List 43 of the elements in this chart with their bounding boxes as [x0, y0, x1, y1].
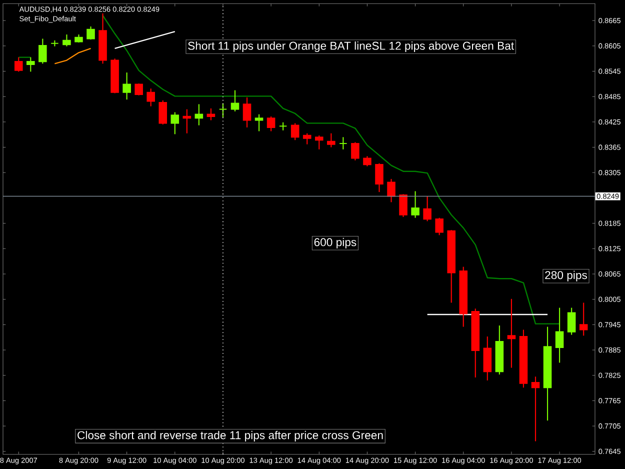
candlestick: [302, 132, 312, 145]
candlestick: [230, 90, 240, 112]
candlestick: [122, 72, 131, 100]
candlestick: [351, 142, 360, 161]
candlestick: [507, 298, 516, 368]
candlestick: [182, 108, 192, 134]
candlestick: [218, 102, 228, 118]
candlestick: [327, 132, 336, 148]
candlestick: [579, 302, 588, 336]
candlestick: [567, 307, 576, 336]
candlestick: [14, 56, 23, 72]
candlestick: [423, 196, 432, 222]
candlestick: [339, 136, 348, 150]
annotation: 600 pips: [314, 238, 356, 248]
candlestick: [435, 217, 444, 236]
candlestick: [483, 336, 492, 381]
candlestick: [26, 56, 35, 72]
annotation: Close short and reverse trade 11 pips after price cross Green: [78, 430, 383, 442]
candlestick: [254, 114, 264, 132]
annotation: 280 pips: [545, 270, 587, 282]
candlestick: [206, 108, 216, 121]
candlestick: [290, 122, 300, 141]
candlestick: [411, 190, 420, 218]
candlestick: [387, 178, 396, 203]
annotation: Short 11 pips under Orange BAT lineSL 12 pips above Green Bat: [188, 41, 514, 52]
candlestick: [62, 34, 71, 47]
candlestick: [555, 307, 564, 364]
candlestick: [194, 104, 204, 126]
candlestick: [363, 156, 372, 167]
candlestick: [314, 134, 324, 150]
candlestick: [146, 88, 155, 107]
candlestick: [38, 38, 47, 64]
candlestick: [242, 96, 252, 128]
candlestick: [399, 194, 408, 218]
candlestick: [266, 116, 276, 132]
candlestick: [375, 162, 384, 193]
candlestick: [531, 376, 540, 442]
candlestick: [134, 82, 143, 96]
candlestick: [170, 112, 180, 135]
line-series: [114, 30, 176, 50]
candlestick: [86, 26, 95, 40]
line-series: [54, 48, 92, 64]
candlestick: [158, 100, 168, 125]
